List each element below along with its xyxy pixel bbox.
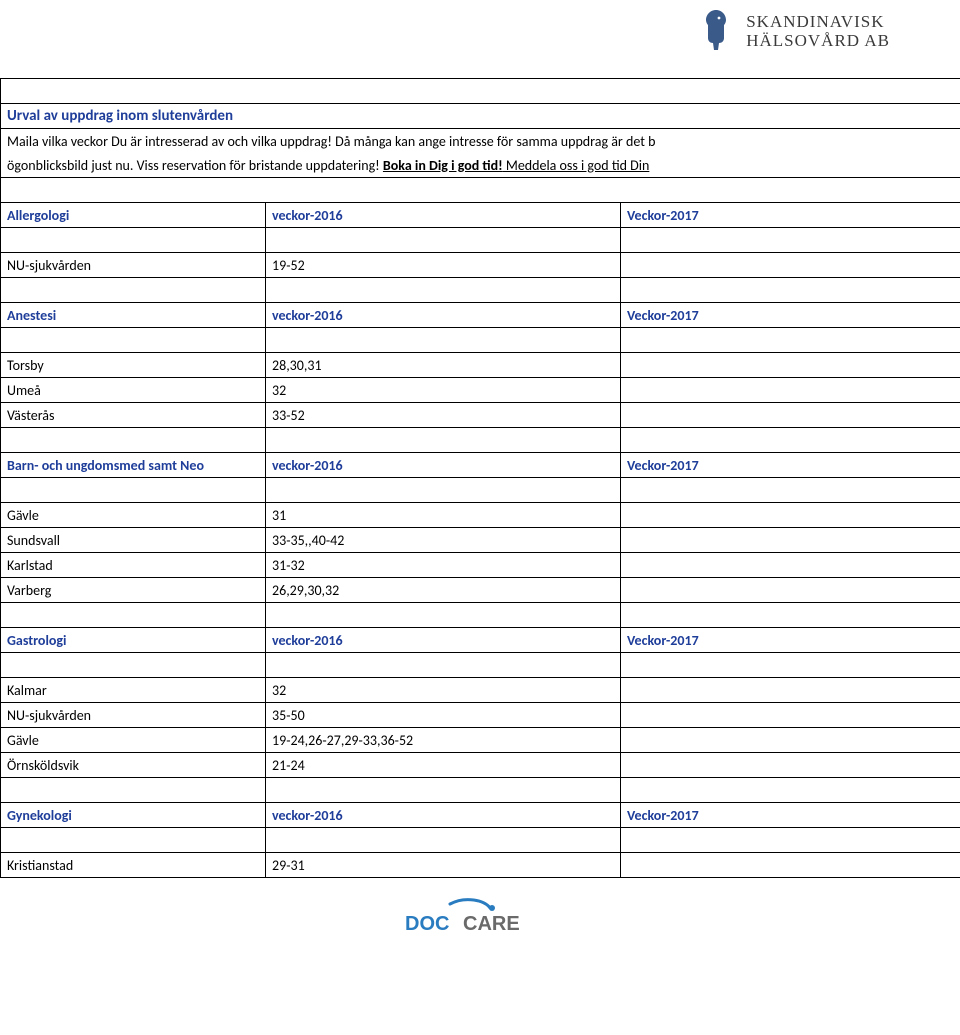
col-2017: Veckor-2017 <box>621 203 960 228</box>
content: Urval av uppdrag inom slutenvården Maila… <box>0 0 960 942</box>
place: NU-sjukvården <box>1 253 266 278</box>
empty-row <box>1 79 960 104</box>
intro-line1: Maila vilka veckor Du är intresserad av … <box>1 129 960 154</box>
weeks: 29-31 <box>266 853 621 878</box>
svg-text:CARE: CARE <box>463 913 520 935</box>
svg-text:DOC: DOC <box>405 913 449 935</box>
place: Gävle <box>1 728 266 753</box>
bird-icon <box>696 8 736 56</box>
logo-text: SKANDINAVISK HÄLSOVÅRD AB <box>746 13 890 50</box>
place: Umeå <box>1 378 266 403</box>
section-name: Allergologi <box>1 203 266 228</box>
intro-line2: ögonblicksbild just nu. Viss reservation… <box>1 153 960 178</box>
intro-line2a: ögonblicksbild just nu. Viss reservation… <box>7 157 383 174</box>
weeks: 33-52 <box>266 403 621 428</box>
weeks: 35-50 <box>266 703 621 728</box>
section-name: Gynekologi <box>1 803 266 828</box>
spacer <box>1 178 960 203</box>
weeks: 33-35,,40-42 <box>266 528 621 553</box>
col-2016: veckor-2016 <box>266 303 621 328</box>
col-2017: Veckor-2017 <box>621 453 960 478</box>
weeks: 32 <box>266 378 621 403</box>
col-2016: veckor-2016 <box>266 803 621 828</box>
place: Örnsköldsvik <box>1 753 266 778</box>
intro-line2c: Meddela oss i god tid Din <box>503 157 650 174</box>
weeks: 31 <box>266 503 621 528</box>
weeks: 21-24 <box>266 753 621 778</box>
page: SKANDINAVISK HÄLSOVÅRD AB Urval av uppdr… <box>0 0 960 942</box>
place: Kalmar <box>1 678 266 703</box>
col-2016: veckor-2016 <box>266 453 621 478</box>
main-table: Urval av uppdrag inom slutenvården Maila… <box>0 78 960 878</box>
place: Västerås <box>1 403 266 428</box>
col-2017: Veckor-2017 <box>621 803 960 828</box>
weeks: 19-24,26-27,29-33,36-52 <box>266 728 621 753</box>
header-logo: SKANDINAVISK HÄLSOVÅRD AB <box>696 8 890 56</box>
place: Kristianstad <box>1 853 266 878</box>
section-name: Barn- och ungdomsmed samt Neo <box>1 453 266 478</box>
footer-logo: DOC CARE <box>0 898 960 942</box>
col-2017: Veckor-2017 <box>621 303 960 328</box>
logo-line1: SKANDINAVISK <box>746 13 890 32</box>
place: NU-sjukvården <box>1 703 266 728</box>
weeks: 28,30,31 <box>266 353 621 378</box>
place: Karlstad <box>1 553 266 578</box>
page-title: Urval av uppdrag inom slutenvården <box>1 104 960 129</box>
col-2017: Veckor-2017 <box>621 628 960 653</box>
section-name: Anestesi <box>1 303 266 328</box>
section-name: Gastrologi <box>1 628 266 653</box>
weeks: 32 <box>266 678 621 703</box>
intro-line2b: Boka in Dig i god tid! <box>383 157 503 174</box>
place: Gävle <box>1 503 266 528</box>
weeks: 31-32 <box>266 553 621 578</box>
logo-line2: HÄLSOVÅRD AB <box>746 32 890 51</box>
col-2016: veckor-2016 <box>266 628 621 653</box>
place: Sundsvall <box>1 528 266 553</box>
weeks: 19-52 <box>266 253 621 278</box>
col-2016: veckor-2016 <box>266 203 621 228</box>
weeks: 26,29,30,32 <box>266 578 621 603</box>
place: Torsby <box>1 353 266 378</box>
place: Varberg <box>1 578 266 603</box>
